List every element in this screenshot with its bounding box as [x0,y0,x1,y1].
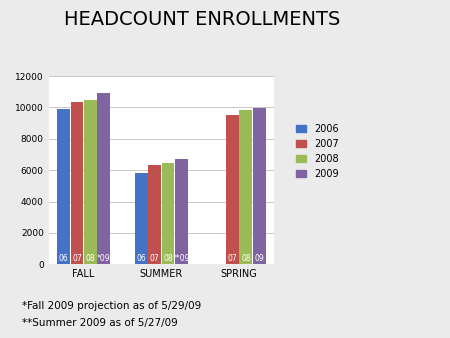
Text: 07: 07 [72,254,82,263]
Text: **Summer 2009 as of 5/27/09: **Summer 2009 as of 5/27/09 [22,318,178,328]
Legend: 2006, 2007, 2008, 2009: 2006, 2007, 2008, 2009 [293,121,342,182]
Text: 08: 08 [163,254,173,263]
Bar [226,115,239,264]
Text: HEADCOUNT ENROLLMENTS: HEADCOUNT ENROLLMENTS [64,10,341,29]
Text: 06: 06 [59,254,69,263]
Bar [239,110,252,264]
Text: 08: 08 [241,254,251,263]
Bar [252,108,266,264]
Bar [148,166,161,264]
Bar [135,173,148,264]
Text: *09: *09 [97,254,110,263]
Bar [84,100,97,264]
Text: 07: 07 [150,254,160,263]
Bar [162,163,175,264]
Bar [97,93,110,264]
Text: 06: 06 [137,254,146,263]
Text: *Fall 2009 projection as of 5/29/09: *Fall 2009 projection as of 5/29/09 [22,301,202,311]
Bar [57,109,70,264]
Bar [71,102,83,264]
Text: 07: 07 [228,254,238,263]
Text: 09: 09 [254,254,264,263]
Text: **09: **09 [172,254,190,263]
Text: 08: 08 [86,254,95,263]
Bar [175,159,188,264]
